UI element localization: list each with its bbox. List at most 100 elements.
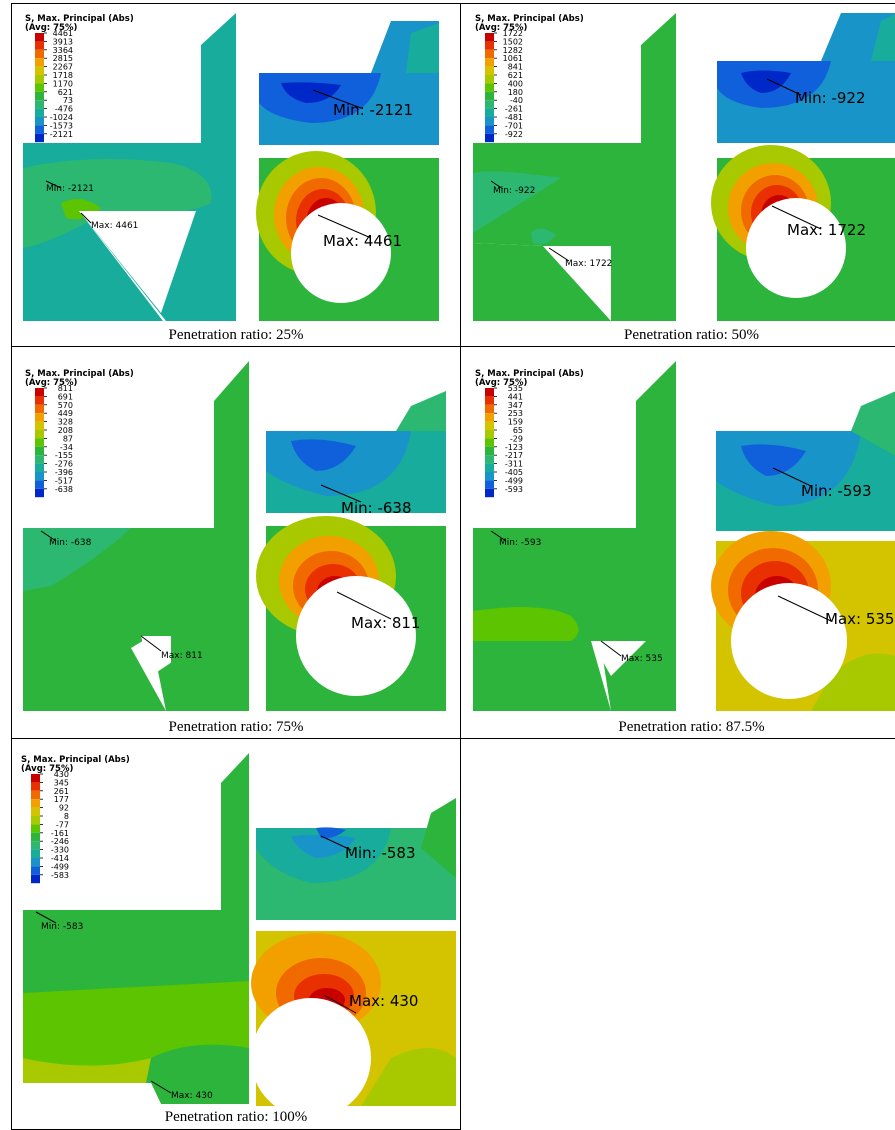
- legend: S, Max. Principal (Abs)(Avg: 75%)8116915…: [25, 369, 134, 498]
- cutout: [473, 361, 636, 528]
- legend-value: 1282: [503, 46, 523, 55]
- max-label-zoom: Max: 1722: [787, 221, 866, 239]
- leader-line: [150, 1080, 172, 1094]
- body-stress-zone: [23, 1058, 151, 1083]
- legend-value: -593: [505, 485, 523, 494]
- legend-swatch: [35, 66, 44, 75]
- leader-line: [317, 214, 372, 239]
- legend-swatch: [485, 388, 494, 397]
- legend-swatch: [485, 58, 494, 67]
- legend-swatch: [485, 75, 494, 84]
- zoom-top-zone: [396, 391, 446, 431]
- max-label-small: Max: 1722: [565, 259, 612, 269]
- legend-swatch: [35, 413, 44, 422]
- legend-swatch: [485, 463, 494, 472]
- legend-swatch: [31, 782, 40, 791]
- caption: Penetration ratio: 75%: [168, 719, 304, 735]
- legend-swatch: [485, 488, 494, 498]
- legend-swatch: [31, 774, 40, 783]
- caption: Penetration ratio: 100%: [164, 1109, 308, 1125]
- panel-100: S, Max. Principal (Abs) (Avg: 75%) 430 345 2…: [11, 738, 461, 1128]
- min-label-small: Min: -593: [499, 538, 541, 548]
- legend-title: S, Max. Principal (Abs): [475, 369, 584, 379]
- panel-87-5: S, Max. Principal (Abs) (Avg: 75%) 535 441 3…: [461, 346, 895, 738]
- legend-value: 621: [58, 88, 73, 97]
- legend-swatch: [31, 824, 40, 833]
- legend-value: -29: [510, 434, 523, 443]
- hole: [746, 198, 846, 298]
- zoom-top-zone: [316, 827, 346, 839]
- legend-swatch: [31, 832, 40, 842]
- legend-swatch: [35, 472, 44, 481]
- min-label-small: Min: -638: [49, 538, 92, 548]
- legend: S, Max. Principal (Abs)(Avg: 75%)4461391…: [25, 14, 134, 143]
- body-stress-zone: [473, 171, 561, 233]
- legend-swatch: [485, 41, 494, 50]
- max-label-small: Max: 811: [161, 651, 203, 661]
- zoom-top-zone: [291, 439, 356, 471]
- legend-value: 441: [508, 392, 523, 401]
- hole: [291, 203, 391, 303]
- legend-swatch: [485, 413, 494, 422]
- max-label-zoom: Max: 535: [825, 610, 894, 628]
- cutout: [473, 13, 641, 143]
- legend-value: -276: [55, 460, 73, 469]
- legend-swatch: [35, 455, 44, 464]
- legend-value: -583: [51, 871, 69, 880]
- legend-value: -701: [505, 121, 523, 130]
- legend-swatch: [35, 446, 44, 456]
- legend-value: -2121: [50, 130, 73, 139]
- legend-swatch: [35, 83, 44, 92]
- legend-swatch: [485, 117, 494, 126]
- legend-value: 253: [508, 409, 523, 418]
- body-stress-zone: [23, 528, 131, 591]
- legend-value: -414: [51, 854, 69, 863]
- hole: [731, 583, 847, 699]
- legend-swatch: [35, 463, 44, 472]
- legend-swatch: [31, 790, 40, 800]
- legend-swatch: [35, 388, 44, 397]
- legend-swatch: [35, 438, 44, 447]
- legend-value: 73: [63, 96, 73, 105]
- legend-swatch: [35, 91, 44, 101]
- min-label-zoom: Min: -638: [341, 499, 411, 517]
- legend-swatch: [485, 125, 494, 134]
- zoom-bottom-zone: [811, 653, 895, 711]
- leader-line: [777, 595, 832, 622]
- panel-25: S, Max. Principal (Abs) (Avg: 75%) 4461 391…: [11, 3, 461, 346]
- min-label-zoom: Min: -922: [795, 89, 865, 107]
- legend-value: -77: [56, 820, 69, 829]
- body-stress-zone: [473, 607, 579, 641]
- legend-swatch: [31, 849, 40, 858]
- legend-value: -34: [60, 443, 73, 452]
- cutout: [23, 361, 214, 528]
- legend-swatch: [485, 472, 494, 481]
- legend-value: -922: [505, 130, 523, 139]
- legend-value: -1573: [50, 121, 73, 130]
- legend-value: -40: [510, 96, 523, 105]
- legend-value: 328: [58, 418, 73, 427]
- legend-value: -311: [505, 460, 523, 469]
- legend-title: S, Max. Principal (Abs): [21, 755, 130, 765]
- legend-swatch: [35, 404, 44, 414]
- contour-plot: S, Max. Principal (Abs)(Avg: 75%)8116915…: [23, 361, 446, 711]
- max-label-zoom: Max: 4461: [323, 232, 402, 250]
- legend-swatch: [35, 117, 44, 126]
- leader-line: [140, 635, 162, 652]
- legend-value: 87: [63, 434, 73, 443]
- legend-value: 8: [64, 812, 69, 821]
- legend-value: 430: [54, 770, 69, 779]
- legend-swatch: [485, 438, 494, 447]
- legend-swatch: [35, 488, 44, 498]
- legend-value: -217: [505, 451, 523, 460]
- legend-swatch: [31, 816, 40, 825]
- cutout: [23, 1083, 161, 1104]
- legend-value: -476: [55, 105, 73, 114]
- legend-title: S, Max. Principal (Abs): [25, 14, 134, 24]
- contour-plot: S, Max. Principal (Abs)(Avg: 75%)5354413…: [473, 361, 895, 711]
- panel-50: S, Max. Principal (Abs) (Avg: 75%) 1722 150…: [461, 3, 895, 346]
- legend-value: 347: [508, 401, 523, 410]
- cutout: [591, 641, 646, 676]
- legend-value: -161: [51, 829, 69, 838]
- hole: [251, 998, 371, 1118]
